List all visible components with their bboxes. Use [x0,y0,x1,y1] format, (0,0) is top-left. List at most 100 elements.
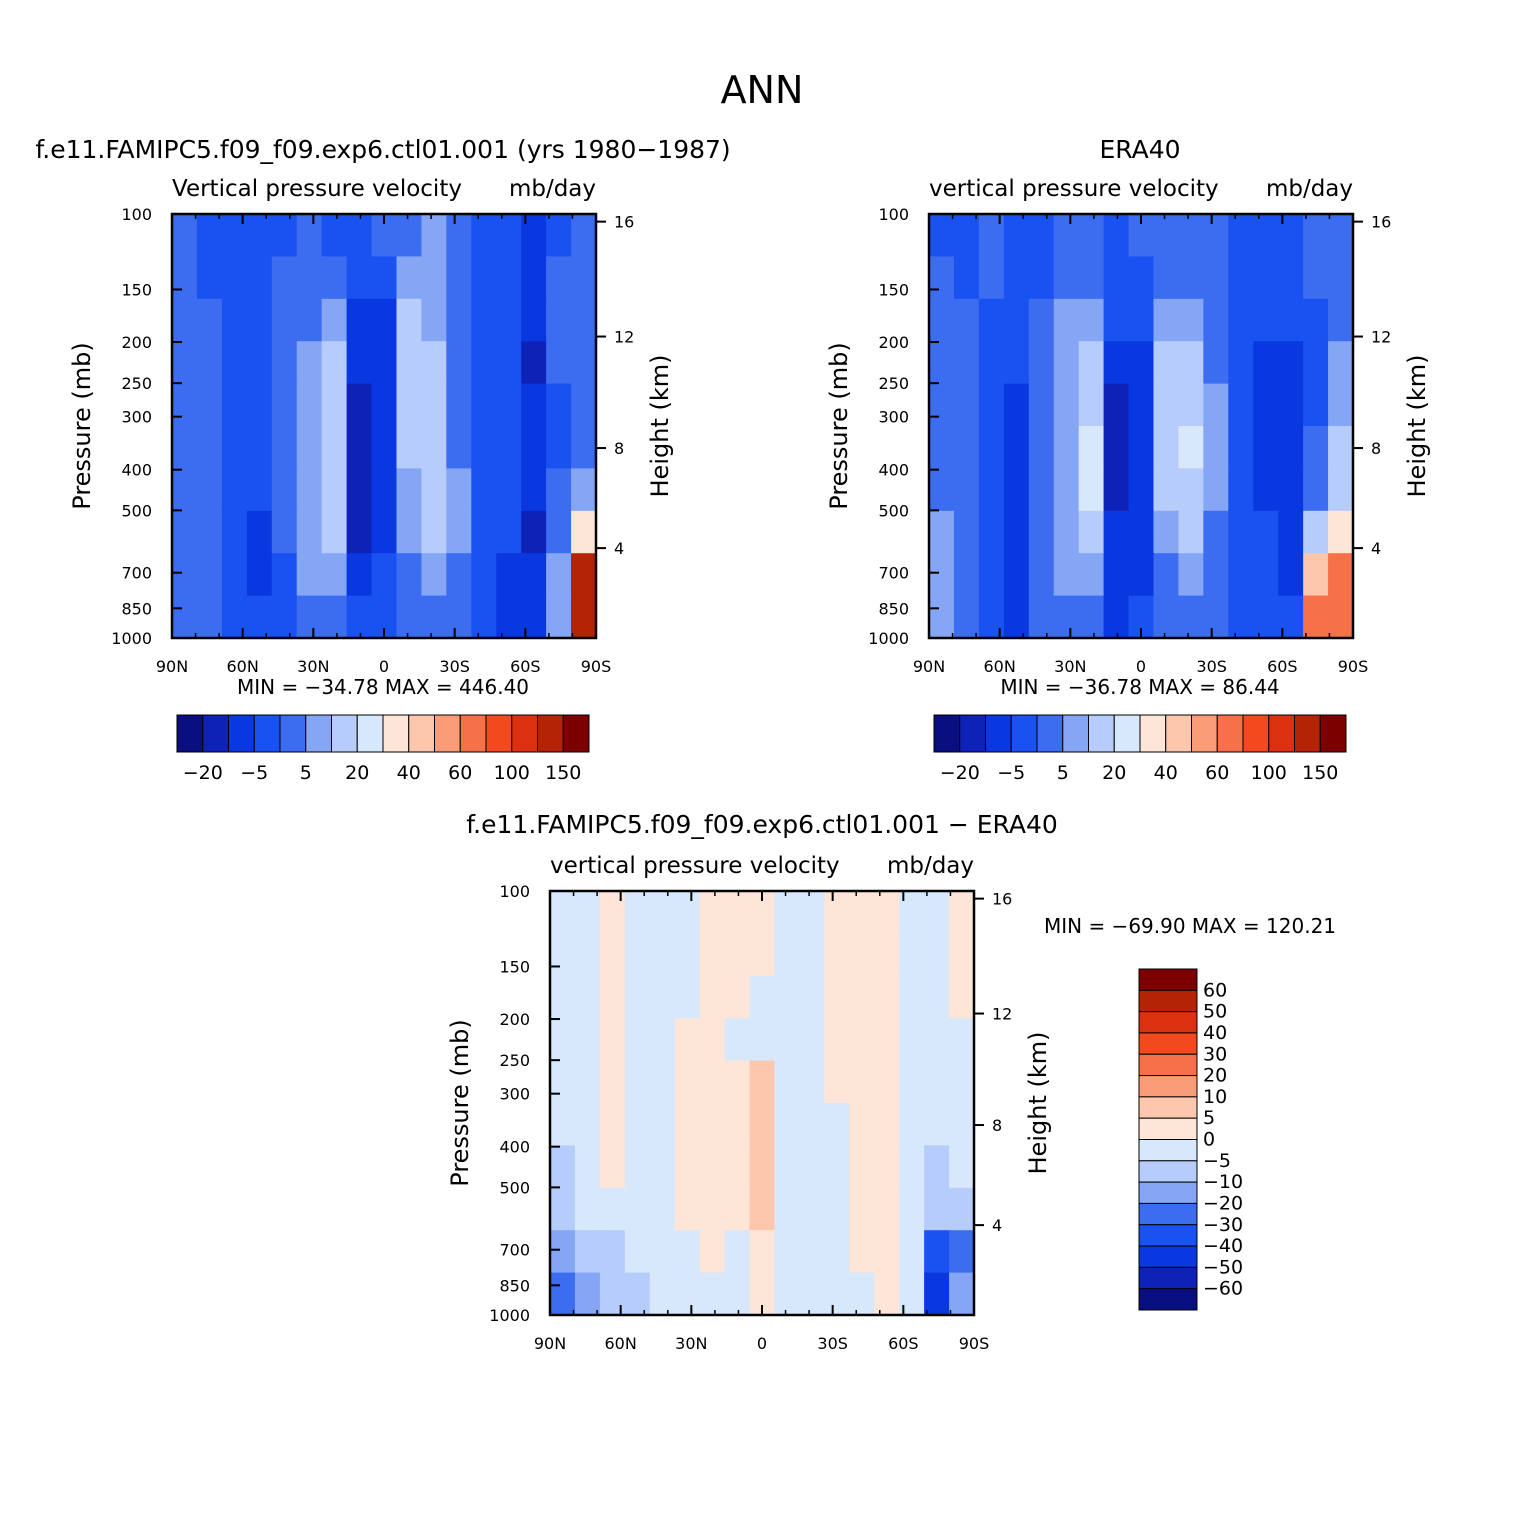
heatmap-cell [749,1018,776,1062]
heatmap-cell [774,891,801,934]
heatmap-cell [774,1230,801,1274]
heatmap-cell [978,256,1005,300]
x-tick-label: 60N [605,1334,637,1353]
heatmap-cell [421,553,447,597]
heatmap-cell [446,256,472,300]
heatmap-cell [574,1187,601,1231]
heatmap-cell [172,468,198,512]
heatmap-cell [221,468,248,512]
heatmap-cell [1228,214,1254,257]
heatmap-cell [774,933,801,977]
colorbar-box [228,714,255,753]
heatmap-cell [674,975,701,1019]
heatmap-cell [1078,383,1105,427]
heatmap-cells [550,891,975,1316]
panel-title: f.e11.FAMIPC5.f09_f09.exp6.ctl01.001 − E… [466,810,1058,839]
y-tick-label: 100 [499,882,530,901]
heatmap-cell [929,595,955,639]
colorbar-box [1138,1117,1198,1140]
heatmap-cell [1003,341,1030,385]
y2-tick-label: 4 [614,539,624,558]
heatmap-cell [799,1018,825,1062]
heatmap-cell [196,426,223,469]
heatmap-cell [421,383,447,427]
heatmap-cell [924,1018,950,1062]
heatmap-cell [421,595,447,639]
heatmap-cell [1103,468,1130,512]
heatmap-cell [1103,298,1130,342]
heatmap-cell [1303,298,1329,342]
heatmap-cell [699,1230,726,1274]
heatmap-cell [571,256,597,300]
heatmap-cell [824,1145,850,1189]
heatmap-cell [172,426,198,469]
heatmap-cell [296,214,323,257]
heatmap-cell [1053,595,1080,639]
colorbar-label: 150 [545,762,581,784]
heatmap-cell [1203,214,1229,257]
colorbar-box [537,714,564,753]
heatmap-cell [649,933,676,977]
heatmap-cell [1178,553,1204,597]
heatmap-cell [571,553,597,597]
colorbar-label: −20 [183,762,223,784]
heatmap-cell [724,1187,751,1231]
heatmap-cell [1278,341,1304,385]
heatmap-cell [571,298,597,342]
heatmap-cell [774,1103,801,1146]
heatmap-cell [1128,341,1155,385]
colorbar-label: 20 [1203,1065,1227,1087]
heatmap-cell [550,1230,576,1274]
heatmap-cell [1103,510,1130,554]
chart-panel-3: f.e11.FAMIPC5.f09_f09.exp6.ctl01.001 − E… [446,810,1336,1353]
heatmap-cell [396,341,423,385]
heatmap-cell [949,891,975,934]
heatmap-cell [1178,595,1204,639]
heatmap-cell [1053,298,1080,342]
y-tick-label: 300 [878,408,909,427]
heatmap-cell [799,1103,825,1146]
min-max-label: MIN = −34.78 MAX = 446.40 [237,675,529,699]
heatmap-cell [321,383,348,427]
heatmap-cell [1128,383,1155,427]
heatmap-cell [599,1060,626,1104]
heatmap-cell [849,975,875,1019]
heatmap-cell [674,1060,701,1104]
heatmap-cell [749,933,776,977]
heatmap-cell [1128,553,1155,597]
heatmap-cell [496,426,522,469]
x-tick-label: 0 [1136,657,1146,676]
colorbar: −20 −5 5 20 40 60 100 150 [933,714,1347,784]
heatmap-cell [1153,256,1180,300]
heatmap-cell [799,933,825,977]
heatmap-cell [371,341,398,385]
heatmap-cell [649,1103,676,1146]
heatmap-cell [649,975,676,1019]
heatmap-cell [874,1187,900,1231]
heatmap-cell [953,595,980,639]
heatmap-cell [1203,298,1229,342]
heatmap-cell [371,468,398,512]
heatmap-cell [321,214,348,257]
y-tick-label: 200 [121,333,152,352]
colorbar-box [1138,1224,1198,1247]
colorbar-box [1268,714,1295,753]
heatmap-cell [1003,383,1030,427]
heatmap-cell [396,214,423,257]
heatmap-cell [1303,426,1329,469]
y2-axis-title: Height (km) [1024,1032,1052,1175]
heatmap-cell [774,1060,801,1104]
heatmap-cell [1028,510,1055,554]
heatmap-cell [1153,383,1180,427]
heatmap-cell [296,510,323,554]
heatmap-cell [496,256,522,300]
heatmap-cell [1203,553,1229,597]
heatmap-cell [674,1230,701,1274]
heatmap-cell [172,553,198,597]
colorbar-box [511,714,538,753]
heatmap-cell [874,891,900,934]
min-max-label: MIN = −36.78 MAX = 86.44 [1000,675,1279,699]
heatmap-cell [321,510,348,554]
y-axis-title: Pressure (mb) [446,1019,474,1186]
heatmap-cell [521,426,547,469]
